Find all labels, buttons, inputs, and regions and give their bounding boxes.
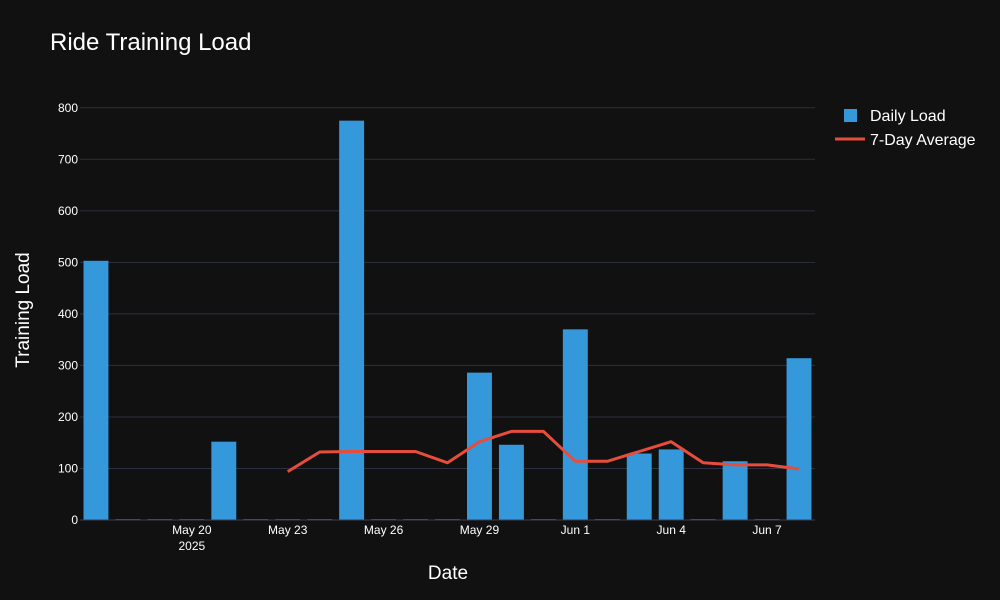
y-tick-label: 0 (71, 513, 78, 527)
y-tick-label: 500 (58, 255, 78, 269)
axes: 0 100 200 300 400 500 600 700 800 May 20 2025 May 2… (58, 101, 815, 553)
legend-item-daily-load[interactable]: Daily Load (844, 108, 946, 125)
x-tick-label: Jun 4 (657, 523, 687, 537)
bar-daily-load[interactable] (658, 449, 684, 520)
legend-label-7-day-average: 7-Day Average (870, 132, 976, 149)
y-tick-label: 800 (58, 101, 78, 115)
legend[interactable]: Daily Load 7-Day Average (835, 108, 976, 149)
legend-label-daily-load: Daily Load (870, 108, 946, 125)
bar-series (83, 120, 812, 520)
bar-daily-load[interactable] (339, 120, 365, 520)
x-tick-sublabel: 2025 (178, 539, 205, 553)
y-tick-label: 700 (58, 152, 78, 166)
bar-daily-load[interactable] (211, 441, 237, 520)
line-series (286, 429, 800, 473)
legend-swatch-bar (844, 109, 857, 122)
legend-item-7-day-average[interactable]: 7-Day Average (835, 132, 976, 149)
x-tick-label: Jun 7 (752, 523, 782, 537)
bar-daily-load[interactable] (498, 444, 524, 520)
x-tick-label: May 23 (268, 523, 308, 537)
chart-title: Ride Training Load (50, 29, 251, 56)
y-axis-title: Training Load (13, 252, 34, 367)
x-tick-label: May 29 (460, 523, 500, 537)
bar-daily-load[interactable] (83, 260, 109, 520)
bar-daily-load[interactable] (626, 453, 652, 520)
y-tick-label: 600 (58, 204, 78, 218)
bar-daily-load[interactable] (786, 358, 812, 520)
x-tick-label: May 26 (364, 523, 404, 537)
x-tick-label: Jun 1 (561, 523, 591, 537)
y-tick-label: 100 (58, 461, 78, 475)
bar-daily-load[interactable] (722, 461, 748, 520)
x-axis-title: Date (428, 563, 468, 584)
y-tick-label: 400 (58, 307, 78, 321)
y-tick-label: 200 (58, 410, 78, 424)
x-tick-label: May 20 (172, 523, 212, 537)
bar-daily-load[interactable] (562, 329, 588, 520)
grid-lines (80, 107, 815, 469)
y-tick-label: 300 (58, 358, 78, 372)
line-7-day-average[interactable] (286, 429, 800, 473)
